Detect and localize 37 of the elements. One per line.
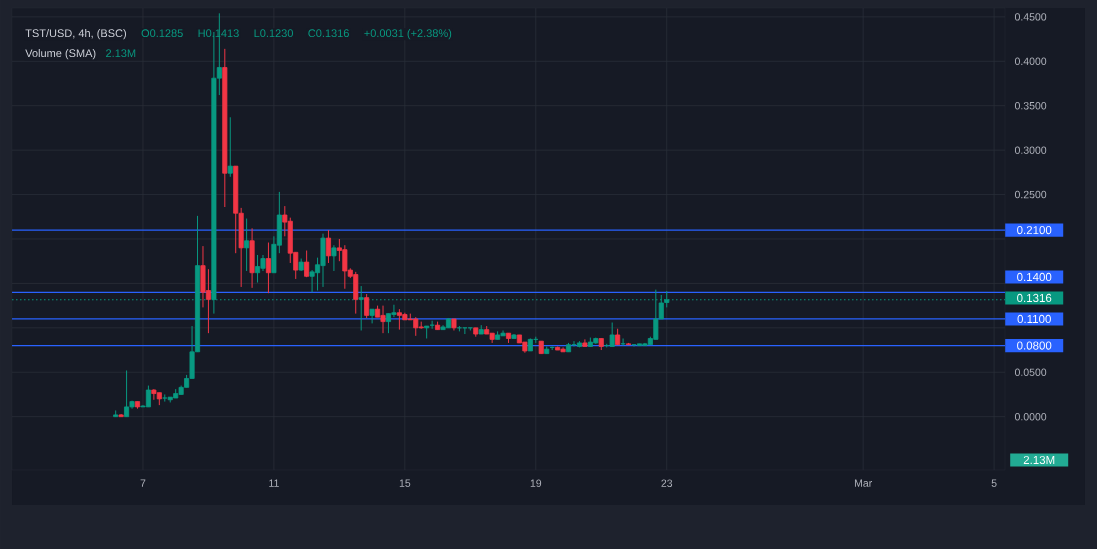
candlestick [227,116,233,178]
y-tick-label: 0.0000 [1014,412,1047,421]
ref-line-label: 0.1100 [1017,314,1051,324]
candlestick [369,308,375,324]
annotation: O0.1285 [141,29,183,38]
annotation: Volume (SMA) [25,49,96,60]
candlestick [364,293,370,319]
y-tick-label: 0.4500 [1014,13,1047,21]
candlestick [325,229,331,264]
ref-line-label: 0.1316 [1017,293,1052,303]
annotation: L0.1230 [254,29,293,38]
y-tick-label: 0.4000 [1014,57,1047,66]
ref-line-label: 0.2100 [1017,226,1052,235]
candlestick [358,285,364,331]
candlestick [265,242,271,294]
x-tick-label: 15 [399,479,411,487]
x-tick-label: 23 [661,479,673,487]
candlestick [609,322,615,347]
text: 2.13M [1023,455,1055,465]
x-tick-label: 5 [991,479,997,487]
ref-line-label: 0.1400 [1017,272,1052,282]
annotation: 2.13M [106,49,136,58]
annotation: C0.1316 [308,29,349,38]
x-tick-label: Mar [854,479,873,487]
annotation: +0.0031 (+2.38%) [364,29,452,40]
y-tick-label: 0.3500 [1014,102,1047,110]
candlestick [244,218,250,272]
y-tick-label: 0.0500 [1014,368,1047,376]
y-tick-label: 0.3000 [1014,146,1047,154]
candlestick [331,244,337,272]
x-tick-label: 19 [530,479,542,487]
x-tick-label: 11 [269,479,279,487]
y-tick-label: 0.2500 [1014,190,1047,199]
candlestick [304,250,310,278]
text: TST/USD, 4h, (BSC) [25,29,126,40]
ref-line-label: 0.0800 [1017,341,1052,350]
x-tick-label: 7 [140,479,146,487]
